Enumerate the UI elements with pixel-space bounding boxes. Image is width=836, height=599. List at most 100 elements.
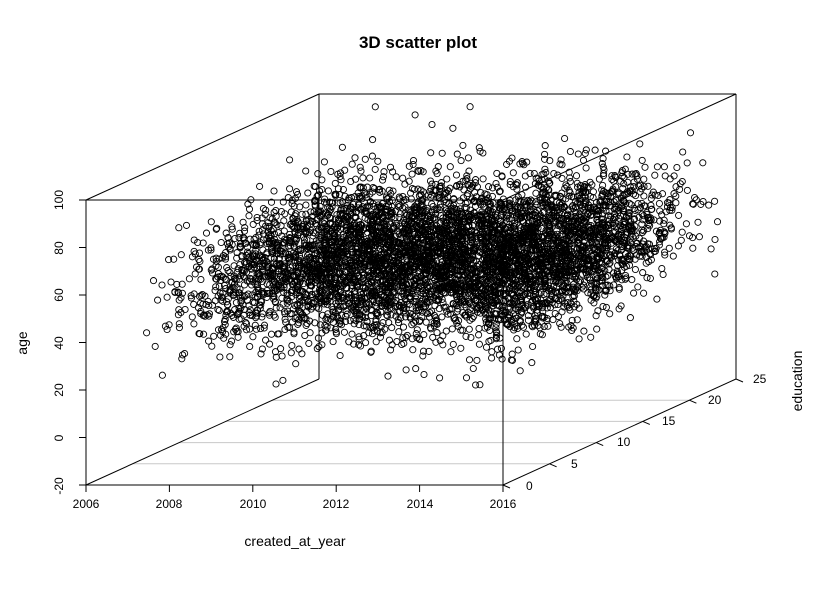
data-point: [587, 333, 595, 341]
data-point: [550, 209, 558, 217]
data-point: [675, 211, 683, 219]
data-point: [711, 197, 719, 205]
data-point: [592, 312, 600, 320]
data-point: [217, 326, 226, 334]
data-point: [287, 208, 295, 216]
data-point: [568, 193, 576, 201]
data-point: [497, 200, 505, 208]
data-point: [316, 207, 325, 215]
data-point: [566, 239, 574, 247]
data-point: [646, 274, 654, 282]
data-point: [571, 273, 579, 281]
data-point: [560, 303, 568, 311]
data-point: [424, 237, 432, 245]
data-point: [561, 134, 569, 143]
data-point: [618, 260, 626, 268]
data-point: [450, 195, 458, 203]
data-point: [619, 196, 627, 204]
data-point: [632, 192, 640, 200]
data-point: [290, 330, 298, 338]
data-point: [594, 307, 602, 315]
data-point: [440, 197, 448, 205]
data-point: [237, 243, 245, 251]
data-point: [591, 146, 599, 154]
data-point: [666, 221, 674, 229]
data-point: [590, 224, 598, 232]
data-point: [556, 221, 564, 229]
data-point: [239, 218, 247, 226]
data-point: [539, 262, 547, 270]
data-point: [286, 185, 294, 193]
data-point: [653, 163, 661, 171]
data-point: [626, 251, 634, 259]
data-point: [576, 207, 584, 215]
data-point: [602, 303, 610, 311]
data-point: [302, 210, 310, 218]
data-point: [382, 205, 390, 213]
data-point: [449, 214, 457, 222]
data-point: [550, 236, 558, 244]
data-point: [577, 253, 585, 261]
data-point: [534, 229, 542, 237]
data-point: [573, 316, 581, 324]
data-point: [566, 306, 574, 314]
data-point: [374, 157, 382, 165]
data-point: [413, 326, 421, 334]
data-point: [285, 323, 294, 331]
data-point: [417, 191, 425, 199]
data-point: [471, 273, 479, 281]
data-point: [479, 217, 487, 225]
data-point: [412, 217, 420, 225]
data-point: [713, 218, 722, 226]
data-point: [318, 176, 326, 184]
data-point: [649, 188, 657, 196]
data-point: [368, 152, 376, 160]
data-point: [569, 324, 577, 332]
data-point: [524, 316, 532, 324]
data-point: [622, 271, 630, 280]
data-point: [337, 206, 345, 214]
data-point: [281, 210, 289, 218]
data-point: [570, 292, 578, 300]
data-point: [426, 187, 434, 196]
data-point: [665, 244, 673, 252]
data-point: [320, 158, 328, 166]
data-point: [395, 213, 403, 221]
data-point: [552, 278, 560, 286]
data-point: [575, 304, 583, 312]
data-point: [435, 206, 444, 214]
data-point: [640, 289, 648, 297]
data-point: [647, 205, 655, 213]
data-point: [612, 213, 620, 221]
data-point: [380, 220, 388, 229]
data-point: [459, 141, 467, 149]
data-point: [593, 245, 601, 253]
data-point: [618, 167, 626, 175]
data-point: [581, 149, 589, 157]
data-point: [520, 161, 528, 169]
data-point: [595, 175, 603, 183]
data-point: [531, 246, 539, 254]
data-point: [600, 226, 608, 234]
data-point: [707, 245, 715, 253]
data-point: [667, 225, 675, 233]
data-point: [611, 249, 619, 257]
data-point: [455, 216, 463, 225]
data-point: [521, 172, 529, 180]
data-point: [345, 207, 353, 215]
data-point: [557, 156, 565, 164]
data-point: [327, 214, 335, 222]
data-point: [477, 188, 485, 197]
data-point: [291, 239, 299, 247]
data-point: [333, 211, 341, 219]
data-point: [428, 191, 436, 199]
data-point: [621, 275, 629, 283]
data-point: [598, 186, 606, 194]
data-point: [608, 253, 616, 261]
data-point: [489, 184, 497, 192]
data-point: [286, 234, 294, 242]
data-point: [293, 191, 302, 199]
data-point: [600, 169, 608, 178]
data-point: [501, 200, 509, 208]
data-point: [359, 174, 367, 182]
